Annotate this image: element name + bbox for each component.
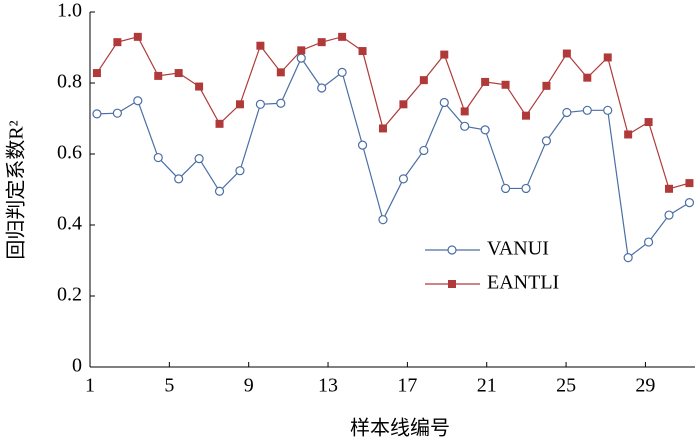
data-point bbox=[500, 183, 511, 194]
data-point bbox=[460, 107, 469, 116]
data-point bbox=[256, 41, 265, 50]
data-point bbox=[358, 47, 367, 56]
y-axis-label: 回归判定系数R² bbox=[5, 120, 28, 259]
y-tick-label: 0.8 bbox=[57, 71, 82, 93]
data-point bbox=[133, 32, 142, 41]
data-point bbox=[501, 80, 510, 89]
y-tick-label: 0.2 bbox=[57, 284, 82, 306]
data-point bbox=[317, 83, 327, 93]
data-point bbox=[665, 184, 674, 193]
data-point bbox=[276, 68, 285, 77]
y-tick-label: 0 bbox=[72, 355, 82, 377]
data-point bbox=[174, 174, 184, 184]
data-point bbox=[112, 108, 122, 118]
data-point bbox=[480, 125, 490, 135]
legend-label: EANTLI bbox=[487, 272, 559, 294]
data-point bbox=[92, 69, 101, 78]
data-point bbox=[562, 107, 572, 118]
data-point bbox=[582, 105, 592, 115]
data-point bbox=[357, 140, 368, 150]
x-tick-label: 13 bbox=[318, 375, 338, 397]
data-point bbox=[195, 82, 204, 91]
data-point bbox=[235, 100, 244, 109]
y-tick-label: 1.0 bbox=[57, 0, 82, 22]
x-tick-label: 25 bbox=[556, 375, 576, 397]
data-point bbox=[255, 99, 265, 109]
x-tick-label: 5 bbox=[164, 375, 174, 397]
data-point bbox=[378, 215, 388, 225]
data-point bbox=[440, 50, 449, 59]
x-axis-label: 样本线编号 bbox=[350, 417, 450, 440]
legend-label: VANUI bbox=[487, 238, 549, 260]
data-point bbox=[481, 77, 490, 86]
data-point bbox=[297, 46, 306, 55]
data-point bbox=[419, 145, 429, 156]
data-point bbox=[296, 53, 306, 63]
series-line bbox=[96, 36, 690, 190]
data-point bbox=[338, 32, 347, 41]
data-point bbox=[603, 105, 613, 115]
data-point bbox=[235, 166, 245, 176]
data-point bbox=[214, 186, 225, 196]
y-tick-label: 0.4 bbox=[57, 213, 82, 235]
data-point bbox=[685, 179, 694, 188]
legend-marker bbox=[447, 245, 457, 255]
x-tick-label: 17 bbox=[397, 375, 417, 397]
data-point bbox=[317, 38, 326, 47]
data-point bbox=[337, 67, 347, 77]
data-point bbox=[399, 100, 408, 109]
data-point bbox=[562, 49, 571, 58]
data-point bbox=[92, 109, 102, 119]
data-point bbox=[276, 98, 286, 108]
data-point bbox=[542, 81, 551, 90]
series-line bbox=[96, 56, 690, 259]
data-point bbox=[378, 124, 387, 133]
data-point bbox=[153, 152, 163, 163]
y-tick-label: 0.6 bbox=[57, 142, 82, 164]
data-point bbox=[541, 136, 552, 146]
data-point bbox=[398, 174, 409, 184]
data-point bbox=[194, 154, 204, 164]
data-point bbox=[419, 76, 428, 85]
data-point bbox=[521, 111, 530, 120]
x-tick-label: 21 bbox=[477, 375, 497, 397]
x-tick-label: 1 bbox=[85, 375, 95, 397]
data-point bbox=[624, 130, 633, 139]
x-tick-label: 9 bbox=[244, 375, 254, 397]
data-point bbox=[623, 253, 633, 263]
data-point bbox=[113, 38, 122, 47]
data-point bbox=[460, 121, 470, 131]
legend-marker bbox=[448, 280, 456, 288]
x-tick-label: 29 bbox=[635, 375, 655, 397]
data-point bbox=[439, 97, 449, 108]
data-point bbox=[215, 119, 224, 128]
data-point bbox=[643, 237, 654, 247]
data-point bbox=[603, 53, 612, 62]
data-point bbox=[644, 118, 653, 127]
data-point bbox=[154, 71, 163, 80]
data-point bbox=[684, 198, 695, 208]
data-point bbox=[583, 73, 592, 82]
data-point bbox=[521, 183, 531, 194]
data-point bbox=[664, 210, 674, 220]
data-point bbox=[133, 96, 143, 106]
data-point bbox=[174, 69, 183, 78]
